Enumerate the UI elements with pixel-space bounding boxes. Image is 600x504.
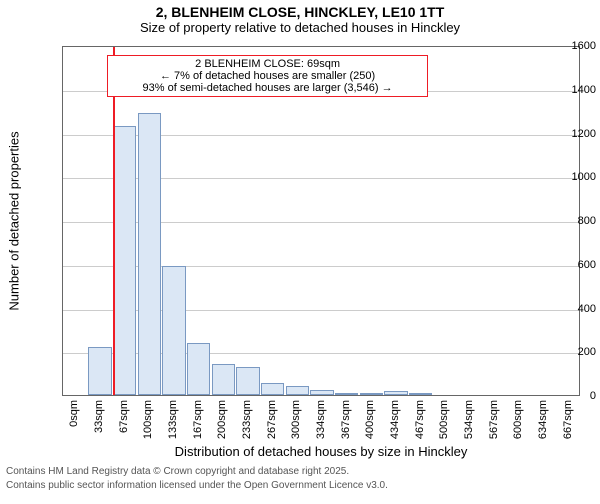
x-tick-label: 167sqm [192, 400, 204, 439]
x-tick-label: 100sqm [142, 400, 154, 439]
histogram-bar [162, 266, 185, 395]
histogram-bar [335, 393, 358, 395]
x-tick-label: 600sqm [512, 400, 524, 439]
page-subtitle: Size of property relative to detached ho… [0, 20, 600, 35]
x-tick-label: 300sqm [290, 400, 302, 439]
x-tick-label: 233sqm [241, 400, 253, 439]
y-tick-label: 800 [538, 215, 596, 227]
page-title: 2, BLENHEIM CLOSE, HINCKLEY, LE10 1TT [0, 4, 600, 20]
annotation-box: 2 BLENHEIM CLOSE: 69sqm← 7% of detached … [107, 55, 428, 97]
histogram-bar [138, 113, 161, 395]
y-tick-label: 1400 [538, 84, 596, 96]
x-axis-label: Distribution of detached houses by size … [175, 444, 468, 459]
x-tick-label: 334sqm [315, 400, 327, 439]
y-tick-label: 400 [538, 303, 596, 315]
histogram-bar [88, 347, 111, 395]
histogram-bar [409, 393, 432, 395]
histogram-bar [286, 386, 309, 395]
x-tick-label: 367sqm [340, 400, 352, 439]
histogram-bar [212, 364, 235, 395]
annotation-line: 93% of semi-detached houses are larger (… [114, 82, 421, 94]
x-tick-label: 33sqm [93, 400, 105, 433]
x-tick-label: 534sqm [463, 400, 475, 439]
histogram-bar [113, 126, 136, 395]
y-tick-label: 600 [538, 259, 596, 271]
y-tick-label: 1200 [538, 128, 596, 140]
x-tick-label: 200sqm [216, 400, 228, 439]
x-tick-label: 400sqm [364, 400, 376, 439]
x-tick-label: 133sqm [167, 400, 179, 439]
property-marker-line [113, 47, 115, 395]
x-tick-label: 567sqm [488, 400, 500, 439]
histogram-bar [236, 367, 259, 395]
x-tick-label: 500sqm [438, 400, 450, 439]
annotation-line: 2 BLENHEIM CLOSE: 69sqm [114, 58, 421, 70]
histogram-bar [384, 391, 407, 395]
histogram-bar [360, 393, 383, 395]
x-tick-label: 0sqm [68, 400, 80, 427]
annotation-line: ← 7% of detached houses are smaller (250… [114, 70, 421, 82]
x-tick-label: 634sqm [537, 400, 549, 439]
y-axis-label: Number of detached properties [7, 131, 22, 310]
histogram-chart: 2 BLENHEIM CLOSE: 69sqm← 7% of detached … [62, 46, 580, 396]
y-tick-label: 200 [538, 346, 596, 358]
x-tick-label: 434sqm [389, 400, 401, 439]
x-tick-label: 267sqm [266, 400, 278, 439]
x-tick-label: 467sqm [414, 400, 426, 439]
footer-line-2: Contains public sector information licen… [6, 480, 388, 491]
x-tick-label: 67sqm [118, 400, 130, 433]
histogram-bar [261, 383, 284, 395]
histogram-bar [187, 343, 210, 396]
x-tick-label: 667sqm [562, 400, 574, 439]
y-tick-label: 1600 [538, 40, 596, 52]
y-tick-label: 1000 [538, 171, 596, 183]
histogram-bar [310, 390, 333, 395]
footer-line-1: Contains HM Land Registry data © Crown c… [6, 466, 349, 477]
